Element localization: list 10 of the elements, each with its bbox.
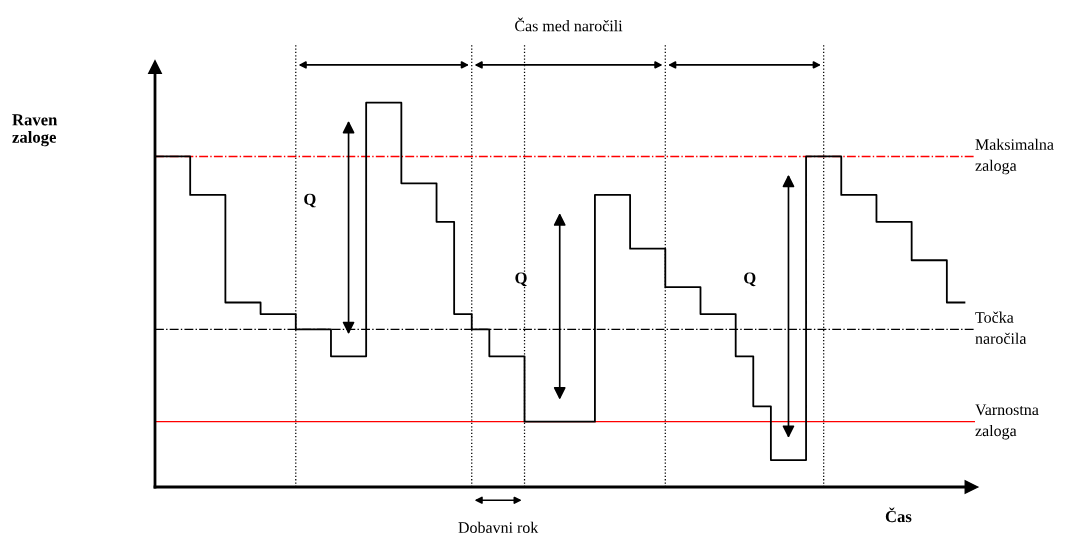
ref-line-label: Varnostna zaloga <box>975 404 1039 440</box>
annotation: Q <box>744 272 756 287</box>
text: Raven zaloge <box>12 114 58 147</box>
ref-line-label: Točka naročila <box>975 311 1027 344</box>
annotation: Q <box>515 272 527 287</box>
text: Čas med naročili <box>515 17 623 32</box>
x-axis-title: Čas <box>885 507 912 523</box>
annotation: Q <box>304 193 316 208</box>
ref-line-label: Maksimalna zaloga <box>975 138 1054 175</box>
text: Dobavni rok <box>458 521 539 533</box>
